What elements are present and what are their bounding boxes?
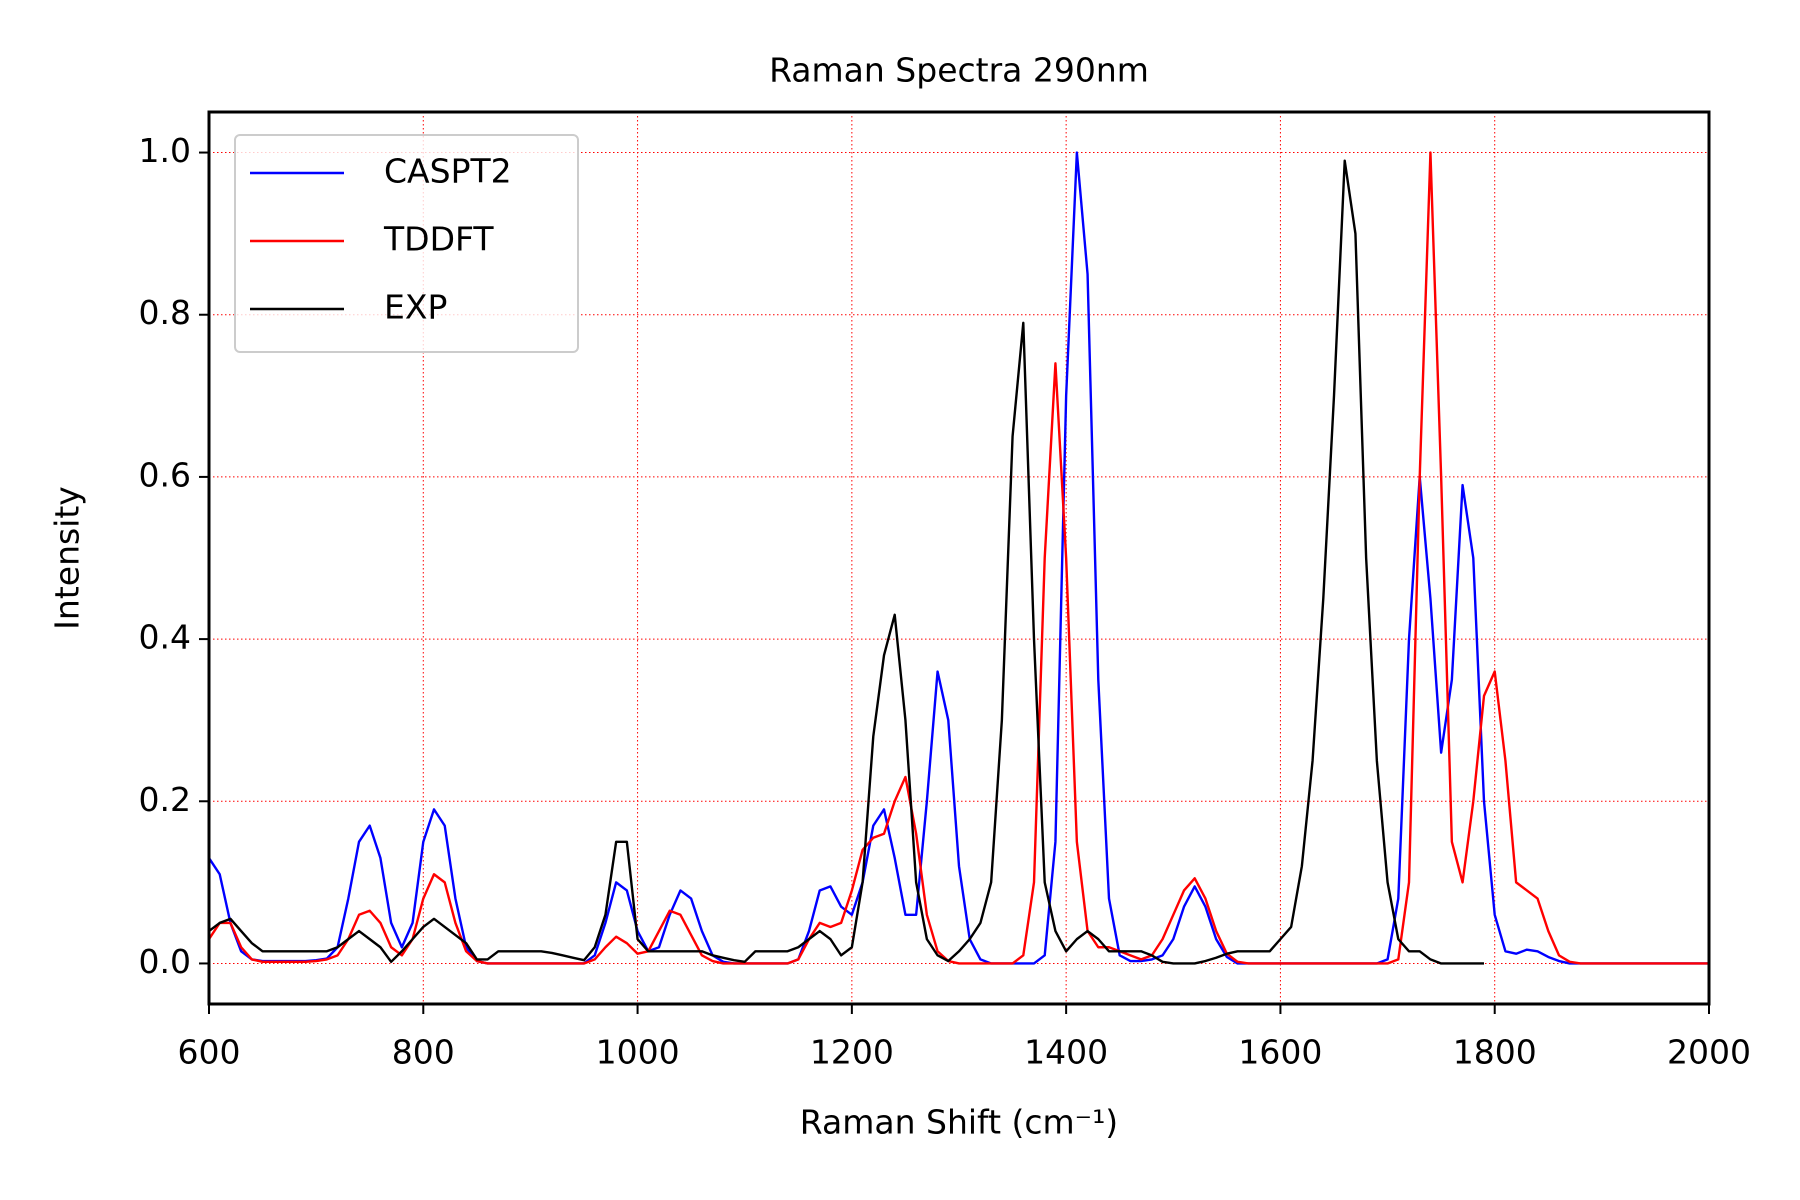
- x-tick-label: 600: [178, 1033, 241, 1072]
- legend-label: CASPT2: [384, 152, 512, 191]
- y-tick-label: 0.2: [139, 780, 191, 819]
- series-line: [207, 151, 1709, 965]
- y-tick-label: 0.6: [139, 455, 191, 494]
- x-tick-label: 1600: [1238, 1033, 1322, 1072]
- x-tick-label: 1000: [596, 1033, 680, 1072]
- x-tick-label: 1400: [1024, 1033, 1108, 1072]
- series-line: [208, 159, 1484, 965]
- y-tick-label: 0.4: [139, 618, 191, 657]
- x-axis-label: Raman Shift (cm⁻¹): [800, 1103, 1118, 1142]
- legend-label: EXP: [384, 288, 447, 327]
- y-tick-label: 0.8: [139, 293, 191, 332]
- x-tick-label: 800: [392, 1033, 455, 1072]
- legend-box: [234, 134, 579, 353]
- x-tick-label: 1200: [810, 1033, 894, 1072]
- x-tick-label: 1800: [1453, 1033, 1537, 1072]
- legend-label: TDDFT: [383, 220, 494, 259]
- y-tick-label: 0.0: [139, 942, 191, 981]
- chart-title: Raman Spectra 290nm: [769, 51, 1149, 90]
- plot-frame: [207, 110, 1711, 1006]
- y-axis-label: Intensity: [48, 486, 87, 630]
- y-tick-label: 1.0: [139, 131, 191, 170]
- x-tick-label: 2000: [1667, 1033, 1751, 1072]
